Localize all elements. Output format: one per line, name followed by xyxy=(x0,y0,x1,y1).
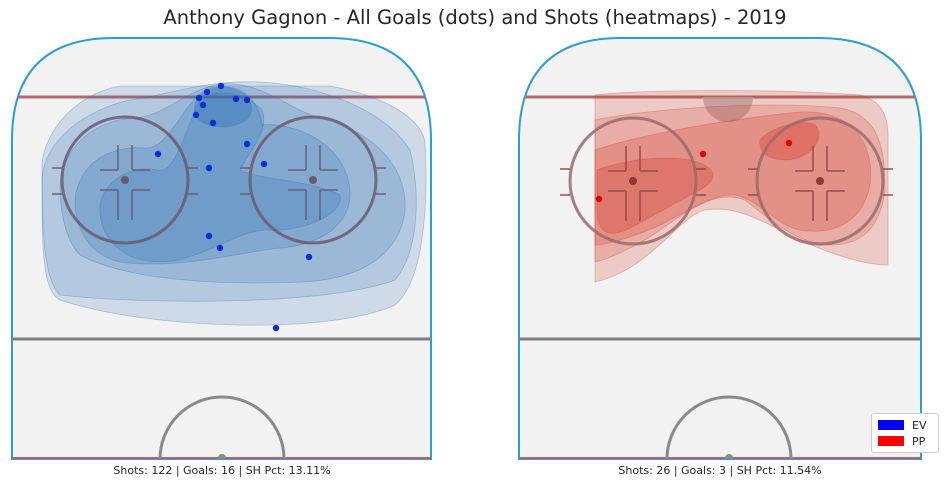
rink-left xyxy=(11,37,432,460)
ev-goal-dot xyxy=(154,150,162,158)
caption-pp: Shots: 26 | Goals: 3 | SH Pct: 11.54% xyxy=(618,464,822,477)
legend-item-ev: EV xyxy=(878,418,926,432)
ev-goal-dot xyxy=(195,94,203,102)
legend-label-ev: EV xyxy=(912,418,927,432)
caption-ev: Shots: 122 | Goals: 16 | SH Pct: 13.11% xyxy=(113,464,331,477)
heat-band-pp-3 xyxy=(594,111,872,246)
faceoff-dot-left-1 xyxy=(121,176,129,184)
legend-item-pp: PP xyxy=(878,434,925,448)
center-circle-right xyxy=(665,395,793,459)
ev-goal-dot xyxy=(232,95,240,103)
ev-goal-dot xyxy=(199,101,207,109)
ev-goal-dot xyxy=(203,88,211,96)
pp-goal-dot xyxy=(699,150,707,158)
faceoff-dot-right-1 xyxy=(629,177,637,185)
heat-band-ev-3 xyxy=(59,83,406,284)
legend: EV PP xyxy=(871,413,939,453)
heat-band-ev-1 xyxy=(41,85,427,326)
center-dot-left xyxy=(218,454,226,459)
ev-goal-dot xyxy=(217,82,225,90)
center-circle-left xyxy=(158,395,286,459)
heat-band-pp-2 xyxy=(594,104,886,263)
ev-goal-dot xyxy=(192,111,200,119)
pp-goal-dot xyxy=(595,195,603,203)
heatmap-ev xyxy=(41,81,427,326)
goal-dots-pp xyxy=(595,139,793,203)
faceoff-circles-left xyxy=(60,115,378,245)
rink-boards-right xyxy=(518,37,922,460)
ev-goal-dot xyxy=(260,160,268,168)
goal-crease-right xyxy=(703,97,753,122)
legend-swatch-ev xyxy=(878,420,904,430)
ev-goal-dot xyxy=(243,96,251,104)
ev-goal-dot xyxy=(209,119,217,127)
heat-band-ev-4 xyxy=(74,86,351,265)
pp-goal-dot xyxy=(785,139,793,147)
faceoff-hashmarks-left xyxy=(52,145,386,220)
ev-goal-dot xyxy=(305,253,313,261)
faceoff-dot-right-2 xyxy=(816,177,824,185)
heat-band-ev-2 xyxy=(41,81,417,302)
faceoff-hashmarks-right xyxy=(560,146,893,221)
ev-goal-dot xyxy=(216,244,224,252)
goal-dots-ev xyxy=(154,82,313,332)
ev-goal-dot xyxy=(272,324,280,332)
legend-label-pp: PP xyxy=(912,434,926,448)
faceoff-dot-left-2 xyxy=(309,176,317,184)
ev-goal-dot xyxy=(205,164,213,172)
ev-goal-dot xyxy=(243,140,251,148)
legend-swatch-pp xyxy=(878,436,904,446)
figure-title: Anthony Gagnon - All Goals (dots) and Sh… xyxy=(163,6,787,29)
rink-right xyxy=(518,37,922,460)
faceoff-circles-right xyxy=(568,116,885,246)
ev-goal-dot xyxy=(205,232,213,240)
center-dot-right xyxy=(725,454,733,459)
heat-band-ev-5 xyxy=(99,92,341,263)
